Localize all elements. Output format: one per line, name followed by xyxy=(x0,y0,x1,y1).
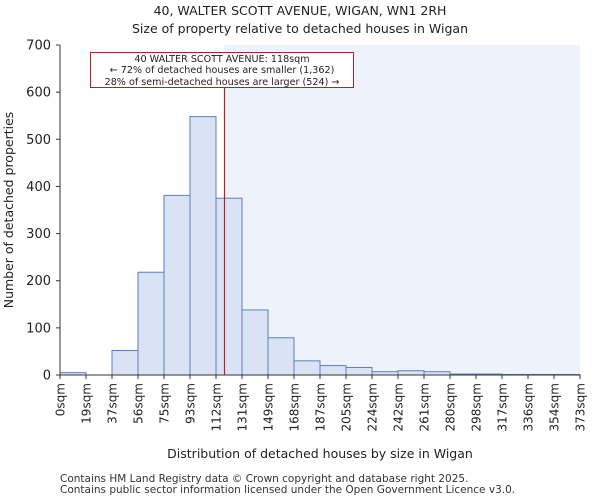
chart-title-address: 40, WALTER SCOTT AVENUE, WIGAN, WN1 2RH xyxy=(153,3,447,18)
histogram-bar-7 xyxy=(241,309,269,376)
x-tick-label: 37sqm xyxy=(106,383,120,424)
y-tick-label: 100 xyxy=(26,321,51,336)
histogram-bar-11 xyxy=(345,366,373,376)
x-tick-label: 0sqm xyxy=(54,383,68,416)
x-tick-label: 205sqm xyxy=(340,383,354,431)
y-tick-label: 300 xyxy=(26,227,51,242)
x-tick-label: 261sqm xyxy=(418,383,432,431)
x-tick-label: 298sqm xyxy=(470,383,484,431)
x-tick-label: 75sqm xyxy=(158,383,172,424)
histogram-bar-8 xyxy=(267,337,295,376)
x-tick-label: 242sqm xyxy=(392,383,406,431)
x-tick-label: 354sqm xyxy=(548,383,562,431)
histogram-bar-5 xyxy=(189,116,217,376)
footer-licence: Contains public sector information licen… xyxy=(60,484,516,496)
y-tick-label: 200 xyxy=(26,274,51,289)
larger-region-shade xyxy=(224,45,580,375)
annotation-line-3: 28% of semi-detached houses are larger (… xyxy=(104,76,340,88)
x-tick-label: 131sqm xyxy=(236,383,250,431)
histogram-bar-13 xyxy=(397,370,425,376)
x-tick-label: 19sqm xyxy=(80,383,94,424)
x-tick-label: 112sqm xyxy=(210,383,224,431)
x-axis-label: Distribution of detached houses by size … xyxy=(167,446,473,461)
y-tick-label: 700 xyxy=(26,39,51,54)
histogram-bar-10 xyxy=(319,365,347,376)
x-tick-label: 187sqm xyxy=(314,383,328,431)
histogram-bar-6 xyxy=(215,197,243,376)
property-annotation-box: 40 WALTER SCOTT AVENUE: 118sqm ← 72% of … xyxy=(90,52,354,88)
histogram-bar-3 xyxy=(137,271,165,376)
y-axis-label: Number of detached properties xyxy=(1,112,16,309)
annotation-line-1: 40 WALTER SCOTT AVENUE: 118sqm xyxy=(134,54,310,65)
x-tick-label: 168sqm xyxy=(288,383,302,431)
chart-title: Size of property relative to detached ho… xyxy=(132,21,468,36)
histogram-bar-4 xyxy=(163,194,191,376)
histogram-bar-9 xyxy=(293,360,321,376)
x-tick-label: 224sqm xyxy=(366,383,380,431)
x-tick-label: 336sqm xyxy=(522,383,536,431)
annotation-line-2: ← 72% of detached houses are smaller (1,… xyxy=(109,65,335,77)
y-tick-label: 400 xyxy=(26,180,51,195)
footer-copyright: Contains HM Land Registry data © Crown c… xyxy=(60,473,469,485)
y-tick-label: 0 xyxy=(43,369,51,384)
x-tick-label: 56sqm xyxy=(132,383,146,424)
x-tick-label: 93sqm xyxy=(184,383,198,424)
y-tick-label: 500 xyxy=(26,133,51,148)
x-tick-label: 317sqm xyxy=(496,383,510,431)
x-tick-label: 149sqm xyxy=(262,383,276,431)
x-tick-label: 373sqm xyxy=(574,383,588,431)
y-tick-label: 600 xyxy=(26,86,51,101)
histogram-bar-2 xyxy=(111,349,139,376)
x-tick-label: 280sqm xyxy=(444,383,458,431)
